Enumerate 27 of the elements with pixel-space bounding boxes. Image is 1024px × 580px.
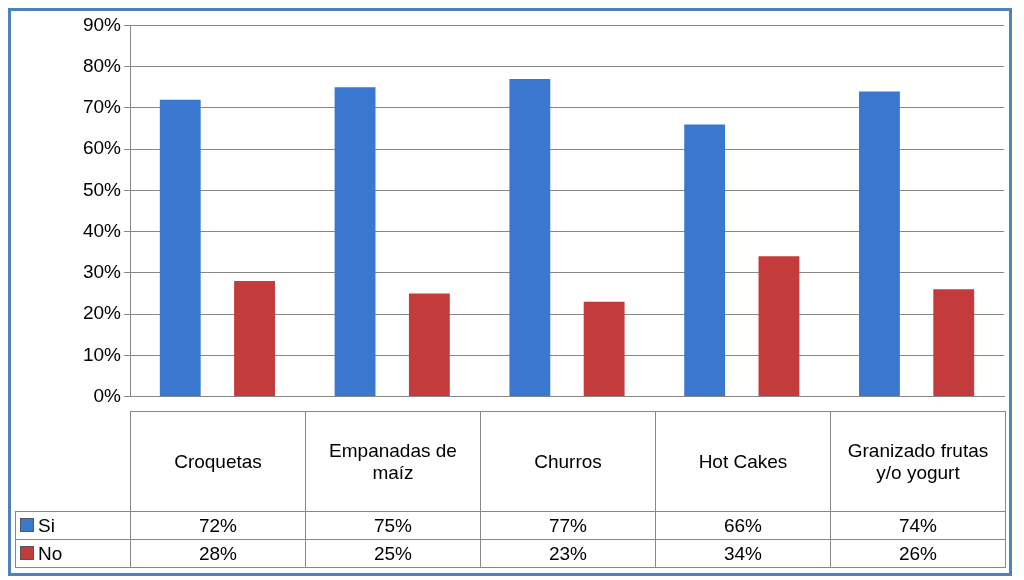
y-tick-label: 80% <box>82 54 122 76</box>
data-label: 25% <box>305 539 481 568</box>
data-label: 66% <box>655 511 831 540</box>
y-tick-label: 40% <box>82 219 122 241</box>
x-tick-label: Croquetas <box>130 411 306 512</box>
y-tick-label: 60% <box>82 137 122 159</box>
data-label: 28% <box>130 539 306 568</box>
y-tick-label: 10% <box>82 343 122 365</box>
y-tick-label: 70% <box>82 96 122 118</box>
data-label: 75% <box>305 511 481 540</box>
data-label: 72% <box>130 511 306 540</box>
legend-label: No <box>15 539 131 568</box>
y-tick-label: 90% <box>82 13 122 35</box>
x-tick-label: Granizado frutas y/o yogurt <box>830 411 1006 512</box>
legend-label: Si <box>15 511 131 540</box>
data-label: 26% <box>830 539 1006 568</box>
x-tick-label: Empanadas de maíz <box>305 411 481 512</box>
x-tick-label: Hot Cakes <box>655 411 831 512</box>
data-label: 77% <box>480 511 656 540</box>
y-tick-label: 50% <box>82 178 122 200</box>
y-tick-label: 0% <box>93 384 122 406</box>
data-label: 34% <box>655 539 831 568</box>
y-tick-label: 20% <box>82 302 122 324</box>
data-label: 23% <box>480 539 656 568</box>
x-tick-label: Churros <box>480 411 656 512</box>
y-tick-label: 30% <box>82 261 122 283</box>
data-label: 74% <box>830 511 1006 540</box>
